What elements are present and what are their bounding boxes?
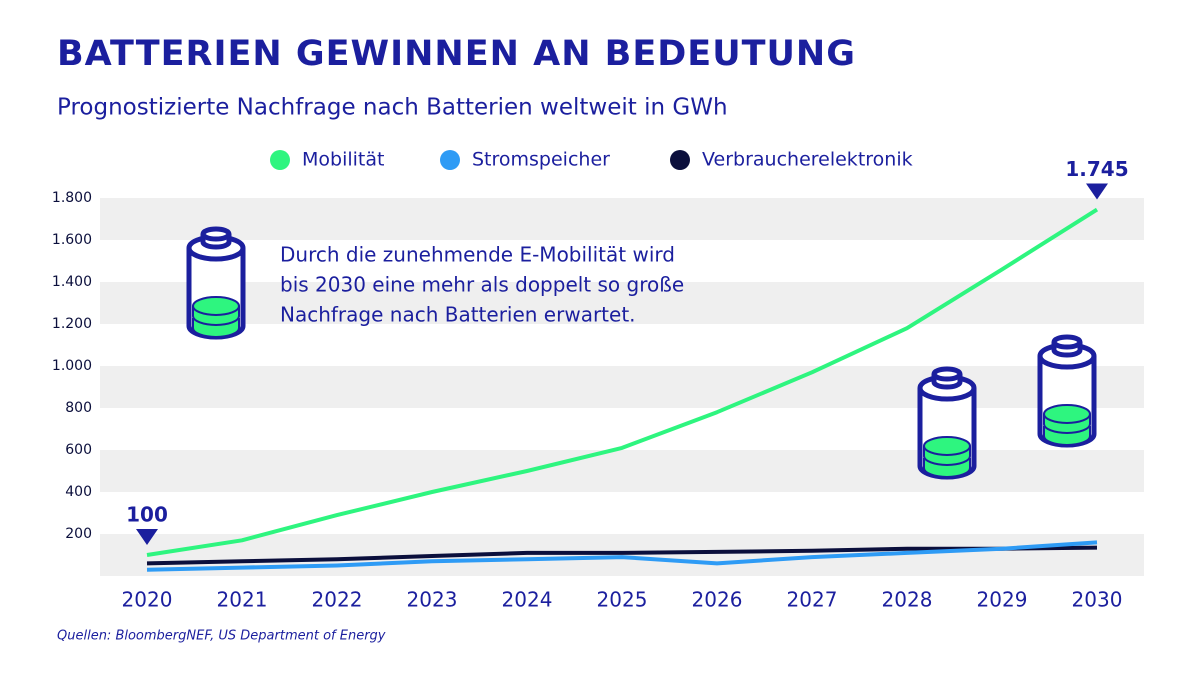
x-tick-label: 2022 [312, 588, 363, 612]
label-pointer [1086, 183, 1108, 200]
battery-icon [920, 369, 974, 477]
value-label: 100 [126, 503, 168, 527]
value-label: 1.745 [1065, 157, 1128, 181]
x-tick-label: 2023 [407, 588, 458, 612]
battery-icon [189, 229, 243, 337]
y-tick-label: 1.200 [52, 316, 92, 332]
annotation: Nachfrage nach Batterien erwartet. [280, 303, 636, 327]
y-tick-label: 800 [65, 400, 92, 416]
label-pointer [136, 529, 158, 545]
x-tick-label: 2030 [1072, 588, 1123, 612]
y-tick-label: 600 [65, 442, 92, 458]
y-tick-label: 1.600 [52, 232, 92, 248]
series-line [146, 540, 1098, 572]
grid-band [100, 450, 1144, 492]
grid-band [100, 198, 1144, 240]
y-tick-label: 1.800 [52, 190, 92, 206]
legend-marker [270, 150, 290, 170]
y-tick-label: 200 [65, 526, 92, 542]
x-tick-label: 2024 [502, 588, 553, 612]
x-tick-label: 2026 [692, 588, 743, 612]
grid-band [100, 366, 1144, 408]
annotation: bis 2030 eine mehr als doppelt so große [280, 273, 684, 297]
x-tick-label: 2021 [217, 588, 268, 612]
series-line [146, 545, 1098, 566]
legend-label: Mobilität [302, 149, 384, 171]
annotation: Durch die zunehmende E-Mobilität wird [280, 243, 675, 267]
chart-title: BATTERIEN GEWINNEN AN BEDEUTUNG [57, 34, 856, 74]
legend-label: Verbraucherelektronik [702, 149, 913, 171]
x-tick-label: 2028 [882, 588, 933, 612]
legend-label: Stromspeicher [472, 149, 610, 171]
x-tick-label: 2025 [597, 588, 648, 612]
grid-band [100, 534, 1144, 576]
x-tick-label: 2020 [122, 588, 173, 612]
x-tick-label: 2029 [977, 588, 1028, 612]
battery-icon [1040, 337, 1094, 445]
source: Quellen: BloombergNEF, US Department of … [57, 629, 386, 644]
legend-marker [670, 150, 690, 170]
legend-marker [440, 150, 460, 170]
y-tick-label: 1.400 [52, 274, 92, 290]
series-line [146, 207, 1099, 557]
x-tick-label: 2027 [787, 588, 838, 612]
y-tick-label: 400 [65, 484, 92, 500]
chart-subtitle: Prognostizierte Nachfrage nach Batterien… [57, 95, 728, 121]
y-tick-label: 1.000 [52, 358, 92, 374]
